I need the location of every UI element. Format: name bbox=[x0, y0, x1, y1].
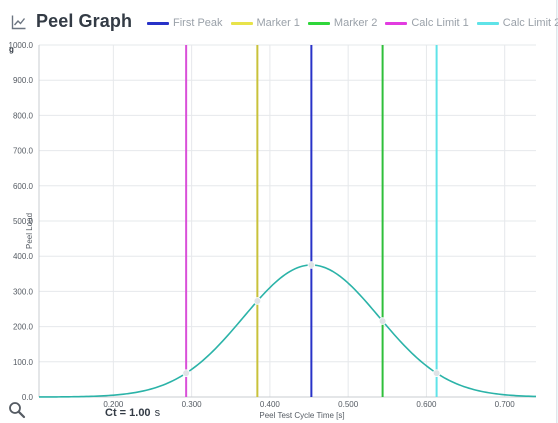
marker-point-marker-1[interactable] bbox=[253, 297, 262, 305]
x-tick-label: 0.500 bbox=[338, 400, 359, 409]
point-layer bbox=[182, 261, 441, 377]
y-axis-title: Peel Load bbox=[25, 213, 34, 249]
legend-label-calc-limit-1: Calc Limit 1 bbox=[411, 17, 469, 29]
legend-item-first-peak[interactable]: First Peak bbox=[147, 17, 223, 29]
legend-item-marker-1[interactable]: Marker 1 bbox=[230, 17, 300, 29]
panel-header: Peel Graph First Peak Marker 1 Marker 2 … bbox=[0, 0, 558, 44]
legend-label-calc-limit-2: Calc Limit 2 bbox=[502, 17, 558, 29]
y-tick-label: 200.0 bbox=[13, 323, 34, 332]
page-title: Peel Graph bbox=[36, 11, 133, 31]
legend-label-first-peak: First Peak bbox=[173, 17, 223, 29]
cycle-time-readout: Ct = 1.00 s bbox=[105, 407, 160, 419]
legend-label-marker-2: Marker 2 bbox=[333, 17, 378, 29]
y-tick-label: 900.0 bbox=[13, 76, 34, 85]
y-tick-label: 100.0 bbox=[13, 358, 34, 367]
y-tick-label: 500.0 bbox=[13, 217, 34, 226]
x-tick-label: 0.200 bbox=[103, 400, 124, 409]
y-tick-label: 0.0 bbox=[22, 393, 34, 402]
label-layer: 0.0 100.0 200.0 300.0 400.0 500.0 600.0 700.0 80… bbox=[9, 41, 516, 420]
legend-item-calc-limit-2[interactable]: Calc Limit 2 bbox=[476, 17, 558, 29]
x-tick-label: 0.600 bbox=[416, 400, 437, 409]
series-layer bbox=[38, 264, 537, 398]
legend-label-marker-1: Marker 1 bbox=[256, 17, 300, 29]
cycle-time-value: Ct = 1.00 bbox=[105, 407, 151, 419]
magnifier-icon[interactable] bbox=[8, 401, 26, 419]
y-axis-unit: g bbox=[9, 45, 14, 54]
marker-point-marker-2[interactable] bbox=[378, 317, 387, 325]
marker-point-first-peak[interactable] bbox=[307, 261, 316, 269]
x-axis-title: Peel Test Cycle Time [s] bbox=[259, 411, 344, 420]
cycle-time-unit: s bbox=[154, 407, 161, 419]
legend-swatch-calc-limit-2 bbox=[476, 21, 499, 25]
marker-point-calc-limit-1[interactable] bbox=[182, 369, 190, 377]
legend-item-calc-limit-1[interactable]: Calc Limit 1 bbox=[385, 17, 469, 29]
grid-layer bbox=[39, 44, 536, 398]
y-tick-label: 800.0 bbox=[13, 111, 34, 120]
legend-swatch-first-peak bbox=[147, 21, 169, 25]
y-tick-label: 600.0 bbox=[13, 182, 34, 191]
legend-swatch-calc-limit-1 bbox=[385, 21, 408, 25]
legend-swatch-marker-2 bbox=[307, 21, 330, 25]
legend-swatch-marker-1 bbox=[230, 21, 253, 25]
y-tick-label: 700.0 bbox=[13, 147, 34, 156]
series-line-peel-load bbox=[38, 264, 537, 398]
line-chart-icon bbox=[11, 15, 26, 30]
marker-layer bbox=[185, 45, 438, 397]
y-tick-label: 1000.0 bbox=[9, 41, 34, 50]
y-tick-label: 400.0 bbox=[13, 252, 34, 261]
x-tick-label: 0.300 bbox=[182, 400, 203, 409]
x-tick-label: 0.700 bbox=[495, 400, 516, 409]
chart-legend: First Peak Marker 1 Marker 2 Calc Limit … bbox=[147, 16, 558, 30]
legend-item-marker-2[interactable]: Marker 2 bbox=[307, 17, 378, 29]
x-tick-label: 0.400 bbox=[260, 400, 281, 409]
y-tick-label: 300.0 bbox=[13, 287, 34, 296]
marker-point-calc-limit-2[interactable] bbox=[432, 369, 441, 377]
axis-layer bbox=[38, 45, 536, 398]
